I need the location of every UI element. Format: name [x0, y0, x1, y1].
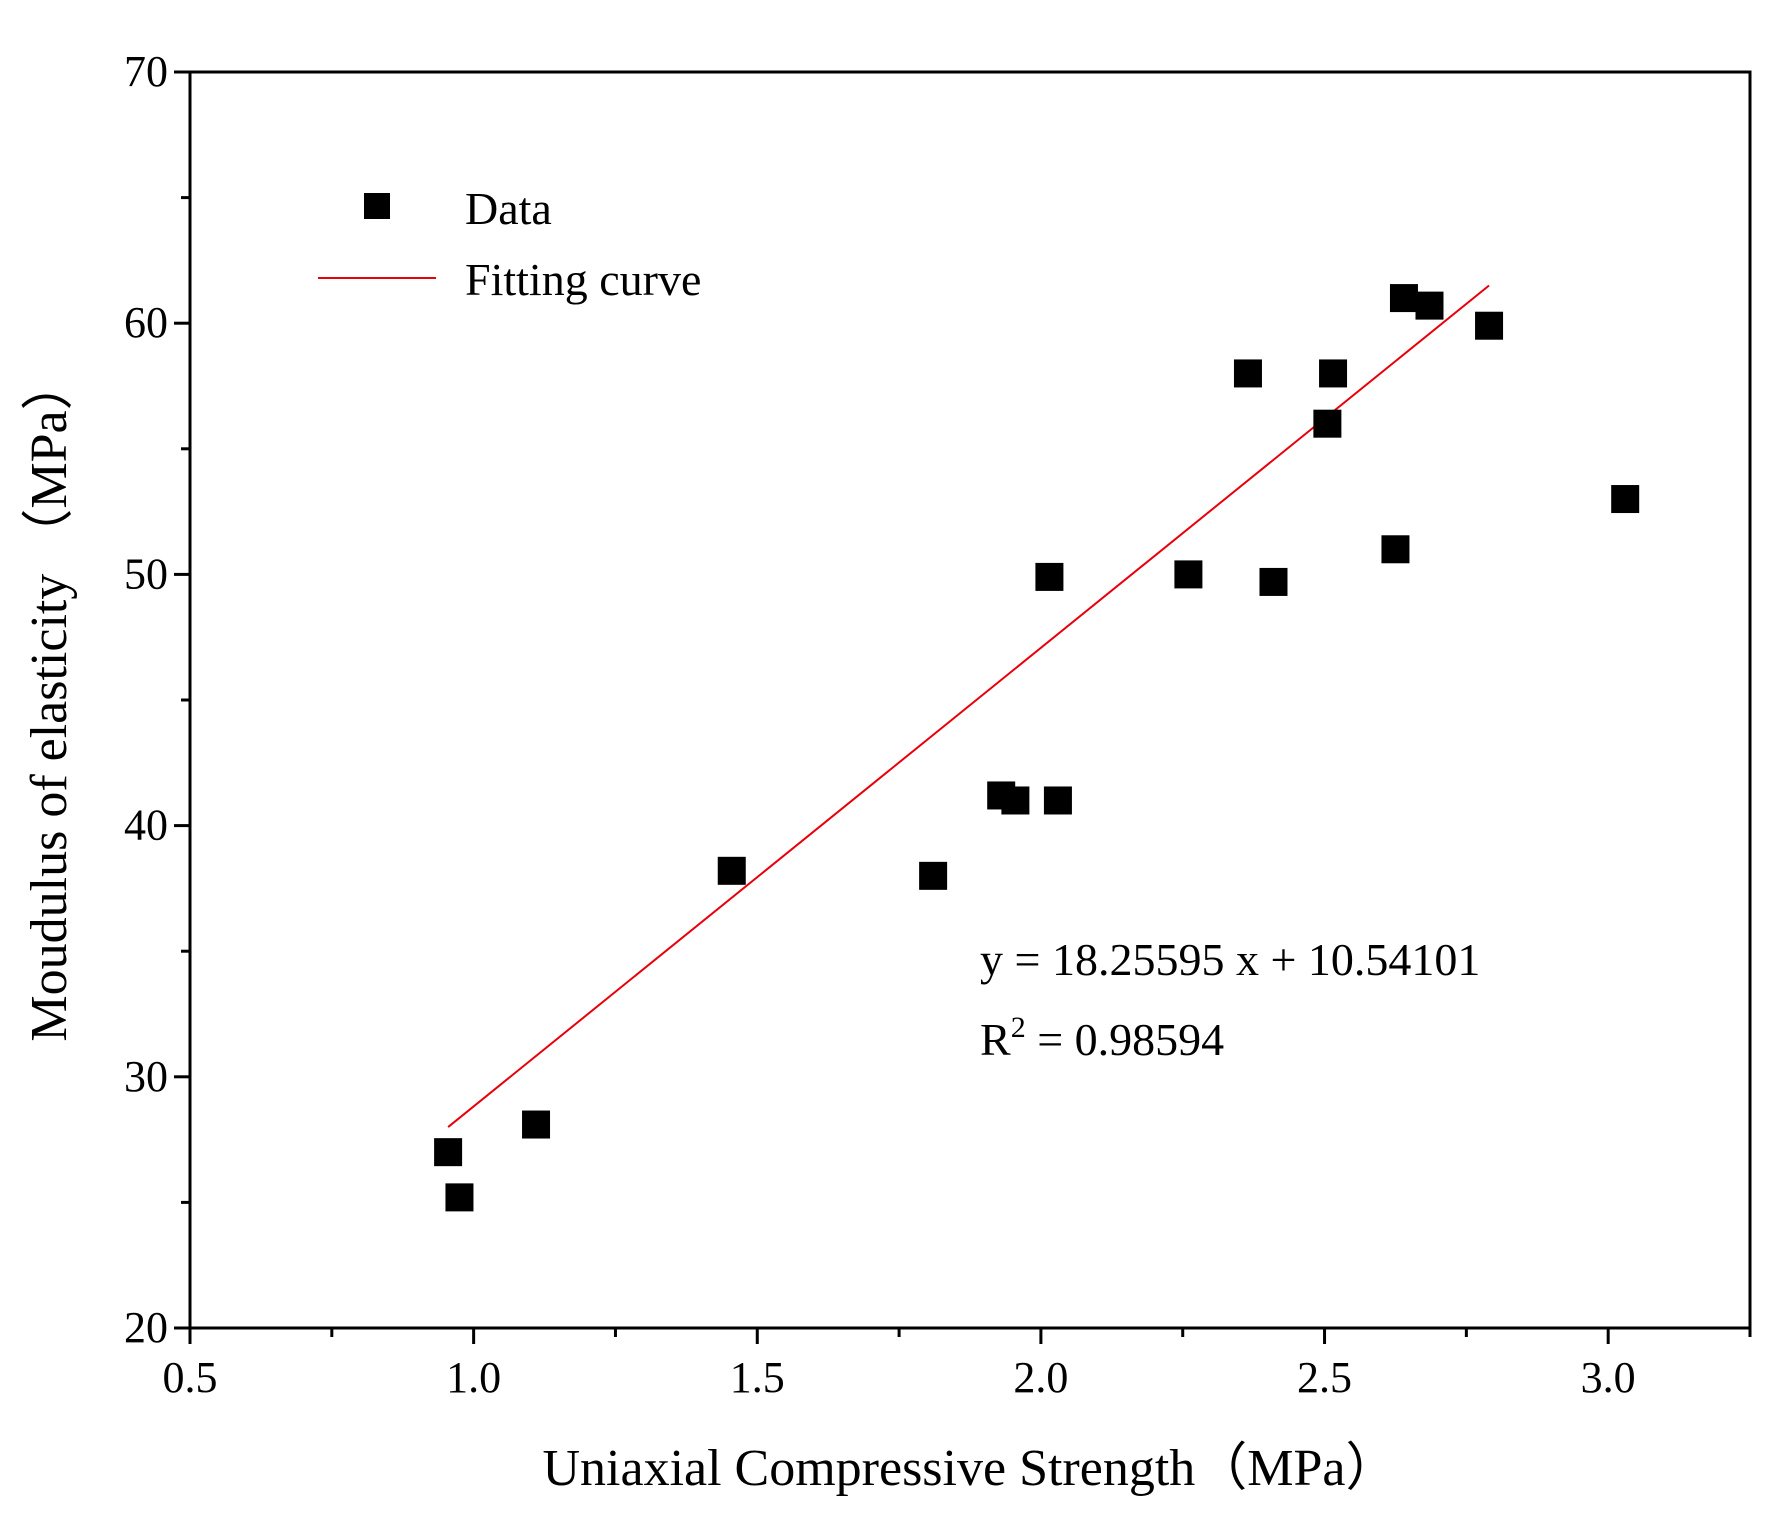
y-tick-label: 50	[124, 549, 168, 598]
y-tick-label: 30	[124, 1052, 168, 1101]
data-point	[1381, 535, 1410, 564]
data-point	[445, 1183, 474, 1212]
axis-ticks	[174, 70, 1752, 1344]
data-point	[1475, 311, 1504, 340]
legend: Data Fitting curve	[318, 183, 701, 305]
x-tick-label: 1.5	[730, 1353, 785, 1402]
fit-equation: y = 18.25595 x + 10.54101	[980, 934, 1480, 985]
data-point	[434, 1138, 463, 1167]
plot-frame	[188, 70, 1752, 1330]
r-squared-value: = 0.98594	[1026, 1014, 1224, 1065]
x-tick-label: 3.0	[1581, 1353, 1636, 1402]
r-squared-prefix: R	[980, 1014, 1011, 1065]
data-point	[522, 1110, 551, 1139]
data-point	[1389, 284, 1418, 313]
legend-label-fit: Fitting curve	[465, 254, 701, 305]
data-point	[1001, 786, 1030, 815]
data-point	[1313, 409, 1342, 438]
x-tick-label: 1.0	[446, 1353, 501, 1402]
y-tick-label: 70	[124, 47, 168, 96]
r-squared-superscript: 2	[1011, 1011, 1026, 1044]
data-point	[1043, 786, 1072, 815]
tick-labels: 0.5 1.0 1.5 2.0 2.5 3.0 20 30 40 50 60 70	[124, 47, 1636, 1402]
x-tick-label: 2.0	[1013, 1353, 1068, 1402]
data-point	[919, 861, 948, 890]
data-point	[1233, 359, 1262, 388]
x-tick-label: 0.5	[163, 1353, 218, 1402]
data-point	[1319, 359, 1348, 388]
data-point	[1415, 291, 1444, 320]
data-points	[434, 284, 1640, 1212]
r-squared: R2 = 0.98594	[980, 1011, 1224, 1065]
data-point	[1259, 567, 1288, 596]
data-point	[717, 856, 746, 885]
legend-label-data: Data	[465, 183, 552, 234]
legend-marker-data	[364, 193, 390, 219]
x-tick-label: 2.5	[1297, 1353, 1352, 1402]
y-tick-label: 40	[124, 801, 168, 850]
data-point	[1611, 485, 1640, 514]
y-axis-title: Moudulus of elasticity （MPa）	[21, 358, 78, 1041]
data-point	[1035, 562, 1064, 591]
y-tick-label: 20	[124, 1303, 168, 1352]
x-axis-title: Uniaxial Compressive Strength（MPa）	[542, 1440, 1397, 1497]
data-point	[1174, 560, 1203, 589]
y-tick-label: 60	[124, 298, 168, 347]
